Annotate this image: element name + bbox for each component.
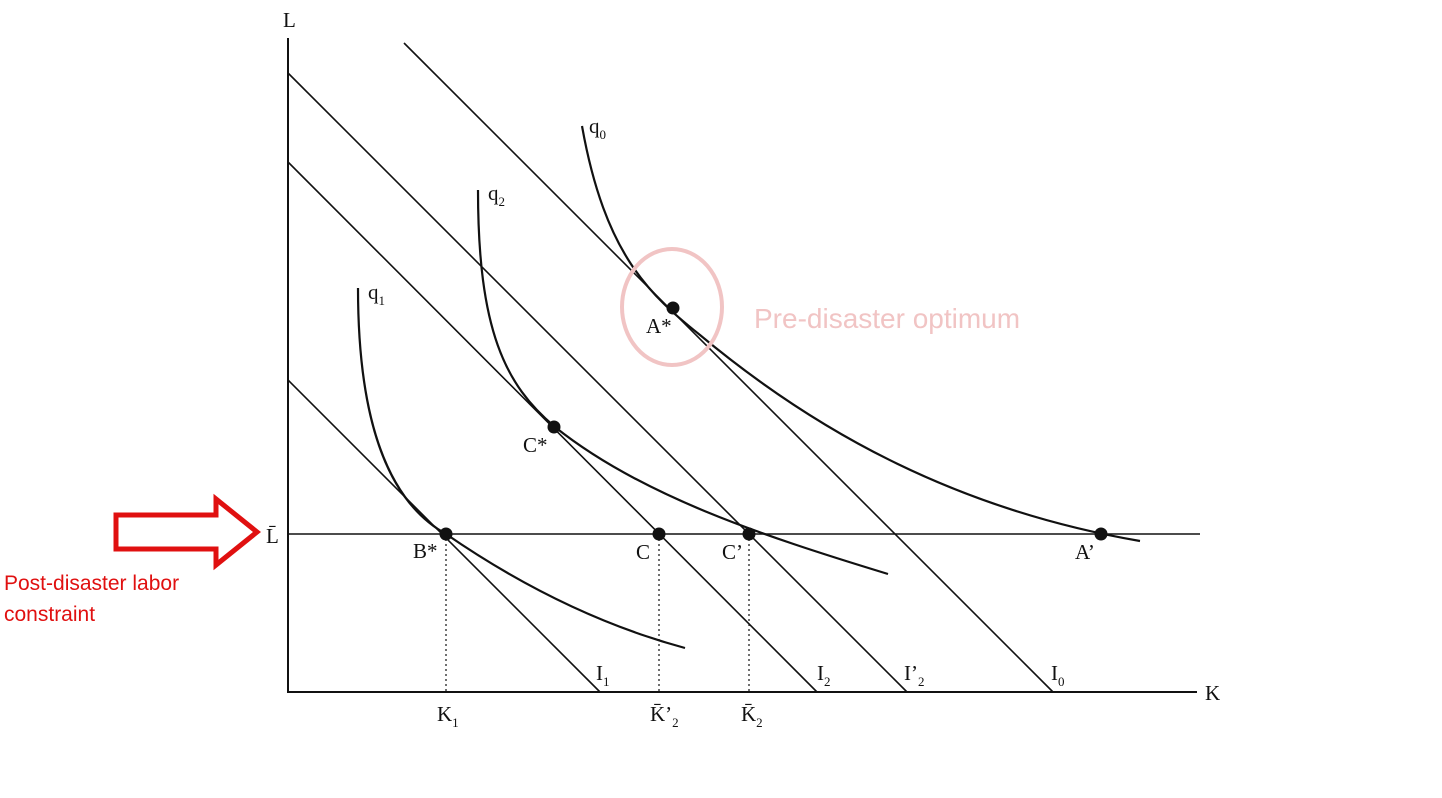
point-label-C-star: C* xyxy=(523,433,548,457)
point-label-C: C xyxy=(636,540,650,564)
arrow-right-icon xyxy=(113,493,261,571)
x-axis-label: K xyxy=(1205,681,1220,705)
point-A-star xyxy=(666,301,680,315)
isoquant-q1 xyxy=(356,287,686,650)
isocost-label-I1: I1 xyxy=(596,661,610,689)
isocost-label-I0: I0 xyxy=(1051,661,1065,689)
isoquant-q0 xyxy=(580,125,1141,543)
post-disaster-label: Post-disaster labor constraint xyxy=(4,572,180,626)
point-B-star xyxy=(439,527,453,541)
isocost-line-I0 xyxy=(403,42,1054,693)
isoquant-label-q0: q0 xyxy=(589,114,606,142)
point-label-A-star: A* xyxy=(646,314,672,338)
point-C-star xyxy=(547,420,561,434)
pre-disaster-highlight-ellipse xyxy=(620,247,724,367)
pre-disaster-label: Pre-disaster optimum xyxy=(754,303,1020,334)
lbar-label: L̄ xyxy=(266,524,279,548)
isocost-label-I2: I2 xyxy=(817,661,831,689)
point-label-A-prime: A’ xyxy=(1075,540,1095,564)
isocost-line-I2prime xyxy=(287,72,908,693)
isoquant-label-q1: q1 xyxy=(368,280,385,308)
isoquant-q2 xyxy=(476,189,889,576)
isoquant-label-q2: q2 xyxy=(488,181,505,209)
k-tick-label-Kp2: K̄’2 xyxy=(650,702,679,730)
point-C xyxy=(652,527,666,541)
point-C-prime xyxy=(742,527,756,541)
y-axis-label: L xyxy=(283,8,296,32)
point-A-prime xyxy=(1094,527,1108,541)
point-label-C-prime: C’ xyxy=(722,540,743,564)
k-tick-label-K2: K̄2 xyxy=(741,702,763,730)
point-label-B-star: B* xyxy=(413,539,438,563)
k-tick-label-K1: K1 xyxy=(437,702,459,730)
isocost-label-I2prime: I’2 xyxy=(904,661,925,689)
